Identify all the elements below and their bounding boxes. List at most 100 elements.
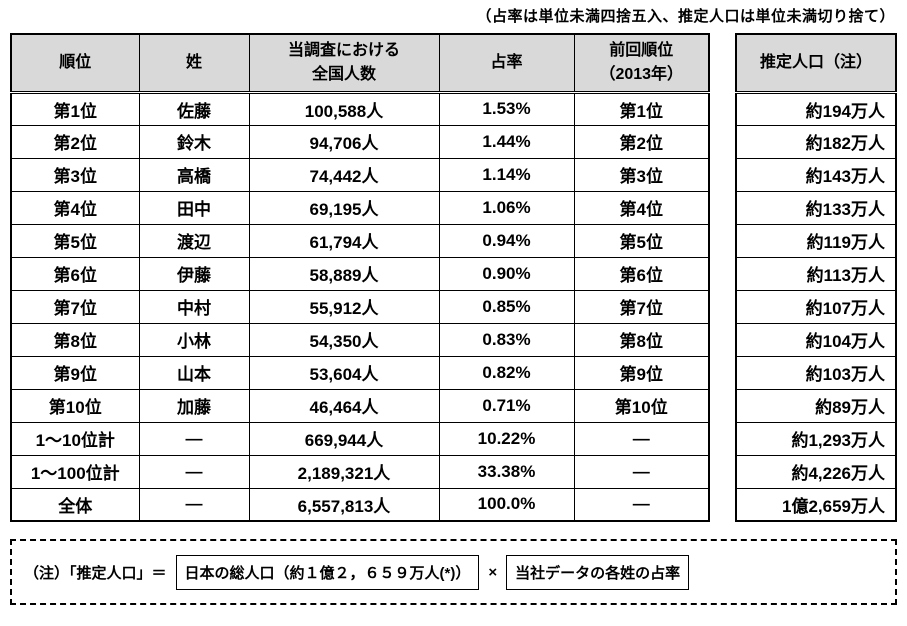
- header-national-count-line1: 当調査における: [287, 41, 400, 59]
- cell-national-count: 53,604人: [248, 355, 440, 390]
- cell-rank: 第7位: [10, 289, 140, 324]
- cell-previous-rank: ―: [573, 487, 710, 522]
- cell-national-count: 74,442人: [248, 157, 440, 192]
- population-row: 約4,226万人: [735, 454, 897, 489]
- cell-rank: 第8位: [10, 322, 140, 357]
- cell-rank: 第2位: [10, 124, 140, 159]
- cell-surname: 渡辺: [138, 223, 250, 258]
- cell-rank: 第5位: [10, 223, 140, 258]
- cell-previous-rank: 第4位: [573, 190, 710, 225]
- cell-rank: 第9位: [10, 355, 140, 390]
- population-row: 約133万人: [735, 190, 897, 225]
- cell-surname: 加藤: [138, 388, 250, 423]
- cell-national-count: 2,189,321人: [248, 454, 440, 489]
- header-national-count-line2: 全国人数: [311, 65, 376, 83]
- cell-estimated-population: 約194万人: [735, 91, 897, 126]
- cell-previous-rank: 第2位: [573, 124, 710, 159]
- cell-share: 0.85%: [438, 289, 575, 324]
- cell-estimated-population: 約104万人: [735, 322, 897, 357]
- footnote-total-population-box: 日本の総人口（約１億２，６５９万人(*)）: [175, 554, 480, 590]
- table-row: 第6位 伊藤 58,889人 0.90% 第6位: [10, 256, 710, 291]
- cell-national-count: 94,706人: [248, 124, 440, 159]
- cell-surname: 山本: [138, 355, 250, 390]
- header-rank: 順位: [10, 33, 140, 94]
- footnote-prefix: （注）「推定人口」＝: [24, 564, 167, 582]
- population-table-body: 約194万人 約182万人 約143万人 約133万人 約119万人 約113万人 約107…: [735, 91, 897, 522]
- cell-share: 33.38%: [438, 454, 575, 489]
- cell-share: 1.53%: [438, 91, 575, 126]
- table-row: 第4位 田中 69,195人 1.06% 第4位: [10, 190, 710, 225]
- table-row: 1～10位計 ― 669,944人 10.22% ―: [10, 421, 710, 456]
- cell-previous-rank: 第1位: [573, 91, 710, 126]
- cell-estimated-population: 1億2,659万人: [735, 487, 897, 522]
- cell-national-count: 54,350人: [248, 322, 440, 357]
- header-surname: 姓: [138, 33, 250, 94]
- cell-surname: ―: [138, 454, 250, 489]
- cell-rank: 1～100位計: [10, 454, 140, 489]
- cell-rank: 第3位: [10, 157, 140, 192]
- cell-estimated-population: 約182万人: [735, 124, 897, 159]
- population-row: 約1,293万人: [735, 421, 897, 456]
- cell-previous-rank: 第3位: [573, 157, 710, 192]
- cell-share: 1.44%: [438, 124, 575, 159]
- ranking-table-header: 順位 姓 当調査における 全国人数 占率 前回順位 （2013年）: [10, 33, 710, 94]
- cell-share: 0.90%: [438, 256, 575, 291]
- ranking-table-body: 第1位 佐藤 100,588人 1.53% 第1位 第2位 鈴木 94,706人 1.44% 第2…: [10, 91, 710, 522]
- header-national-count: 当調査における 全国人数: [248, 33, 440, 94]
- cell-rank: 第4位: [10, 190, 140, 225]
- footnote-multiply-sign: ×: [488, 563, 498, 581]
- cell-surname: 小林: [138, 322, 250, 357]
- cell-national-count: 69,195人: [248, 190, 440, 225]
- population-header-row: 推定人口（注）: [735, 33, 897, 94]
- cell-share: 0.71%: [438, 388, 575, 423]
- cell-rank: 1～10位計: [10, 421, 140, 456]
- cell-estimated-population: 約1,293万人: [735, 421, 897, 456]
- footnote-share-box: 当社データの各姓の占率: [506, 554, 690, 590]
- cell-estimated-population: 約113万人: [735, 256, 897, 291]
- cell-national-count: 61,794人: [248, 223, 440, 258]
- population-row: 約113万人: [735, 256, 897, 291]
- cell-national-count: 58,889人: [248, 256, 440, 291]
- cell-share: 1.06%: [438, 190, 575, 225]
- cell-national-count: 669,944人: [248, 421, 440, 456]
- table-row: 1～100位計 ― 2,189,321人 33.38% ―: [10, 454, 710, 489]
- cell-share: 0.82%: [438, 355, 575, 390]
- cell-share: 100.0%: [438, 487, 575, 522]
- footnote-box: （注）「推定人口」＝ 日本の総人口（約１億２，６５９万人(*)） × 当社データ…: [10, 539, 897, 605]
- cell-surname: 佐藤: [138, 91, 250, 126]
- population-row: 約107万人: [735, 289, 897, 324]
- cell-estimated-population: 約107万人: [735, 289, 897, 324]
- cell-national-count: 46,464人: [248, 388, 440, 423]
- cell-estimated-population: 約4,226万人: [735, 454, 897, 489]
- cell-surname: 田中: [138, 190, 250, 225]
- estimated-population-table: 推定人口（注） 約194万人 約182万人 約143万人 約133万人 約119万人 約1…: [735, 33, 897, 522]
- cell-rank: 第10位: [10, 388, 140, 423]
- tables-row: 順位 姓 当調査における 全国人数 占率 前回順位 （2013年） 第1位 佐藤 1…: [10, 33, 897, 522]
- cell-estimated-population: 約133万人: [735, 190, 897, 225]
- cell-share: 0.94%: [438, 223, 575, 258]
- cell-previous-rank: 第8位: [573, 322, 710, 357]
- population-row: 約119万人: [735, 223, 897, 258]
- population-row: 1億2,659万人: [735, 487, 897, 522]
- cell-surname: 高橋: [138, 157, 250, 192]
- population-row: 約89万人: [735, 388, 897, 423]
- cell-rank: 第6位: [10, 256, 140, 291]
- population-row: 約143万人: [735, 157, 897, 192]
- cell-previous-rank: 第5位: [573, 223, 710, 258]
- header-previous-rank: 前回順位 （2013年）: [573, 33, 710, 94]
- cell-national-count: 100,588人: [248, 91, 440, 126]
- cell-national-count: 55,912人: [248, 289, 440, 324]
- cell-previous-rank: 第7位: [573, 289, 710, 324]
- cell-surname: ―: [138, 487, 250, 522]
- cell-surname: 中村: [138, 289, 250, 324]
- cell-share: 10.22%: [438, 421, 575, 456]
- cell-previous-rank: ―: [573, 454, 710, 489]
- table-row: 第3位 高橋 74,442人 1.14% 第3位: [10, 157, 710, 192]
- table-row: 第7位 中村 55,912人 0.85% 第7位: [10, 289, 710, 324]
- table-row: 第5位 渡辺 61,794人 0.94% 第5位: [10, 223, 710, 258]
- cell-surname: 伊藤: [138, 256, 250, 291]
- table-row: 第1位 佐藤 100,588人 1.53% 第1位: [10, 91, 710, 126]
- header-previous-rank-line2: （2013年）: [599, 65, 684, 83]
- table-row: 第9位 山本 53,604人 0.82% 第9位: [10, 355, 710, 390]
